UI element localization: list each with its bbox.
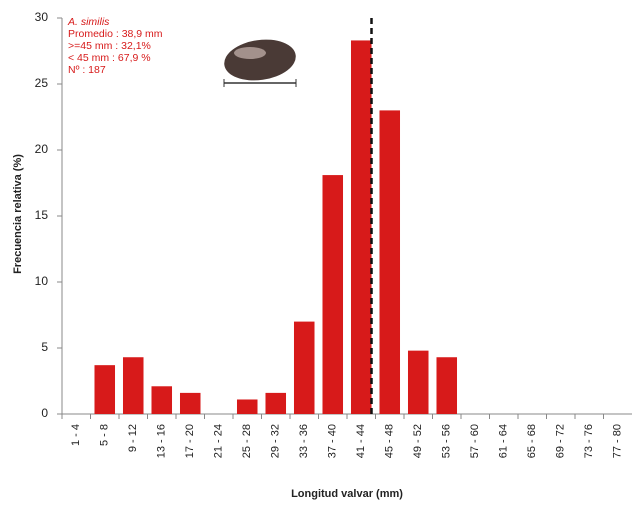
annotation: Promedio : 38,9 mm	[68, 28, 163, 40]
annotation: >=45 mm : 32,1%	[68, 40, 151, 52]
y-tick-label: 30	[35, 10, 49, 24]
x-tick-label: 69 - 72	[555, 424, 567, 458]
y-tick-label: 5	[41, 340, 48, 354]
x-tick-label: 41 - 44	[355, 424, 367, 458]
bar	[237, 399, 258, 414]
bar	[379, 110, 400, 414]
bar	[436, 357, 457, 414]
bar	[351, 40, 372, 414]
x-tick-label: 13 - 16	[156, 424, 168, 458]
x-tick-label: 65 - 68	[526, 424, 538, 458]
bar	[123, 357, 144, 414]
x-tick-label: 53 - 56	[441, 424, 453, 458]
annotation: Nº : 187	[68, 64, 106, 76]
x-tick-label: 1 - 4	[70, 424, 82, 446]
x-tick-label: 9 - 12	[127, 424, 139, 452]
y-tick-label: 25	[35, 76, 49, 90]
y-tick-label: 10	[35, 274, 49, 288]
bar	[322, 175, 343, 414]
page: Frecuencia relativa (%) Longitud valvar …	[0, 0, 640, 512]
y-tick-label: 15	[35, 208, 49, 222]
x-tick-label: 21 - 24	[213, 424, 225, 458]
x-tick-label: 61 - 64	[498, 424, 510, 458]
x-tick-label: 25 - 28	[241, 424, 253, 458]
x-tick-label: 77 - 80	[612, 424, 624, 458]
annotation: < 45 mm : 67,9 %	[68, 52, 151, 64]
x-tick-label: 57 - 60	[469, 424, 481, 458]
bar	[408, 351, 429, 414]
bar	[151, 386, 172, 414]
x-tick-label: 73 - 76	[583, 424, 595, 458]
x-tick-label: 29 - 32	[270, 424, 282, 458]
x-axis-title: Longitud valvar (mm)	[291, 488, 403, 500]
x-tick-label: 37 - 40	[327, 424, 339, 458]
chart: Frecuencia relativa (%) Longitud valvar …	[0, 0, 640, 512]
bar	[94, 365, 115, 414]
bar	[180, 393, 201, 414]
shell-icon	[222, 35, 299, 87]
y-axis-title: Frecuencia relativa (%)	[12, 154, 24, 274]
y-tick-label: 20	[35, 142, 49, 156]
bar	[294, 322, 315, 414]
bar	[265, 393, 286, 414]
annotation: A. similis	[67, 16, 110, 28]
x-tick-label: 33 - 36	[298, 424, 310, 458]
y-tick-label: 0	[41, 406, 48, 420]
x-tick-label: 17 - 20	[184, 424, 196, 458]
x-tick-label: 45 - 48	[384, 424, 396, 458]
x-tick-label: 49 - 52	[412, 424, 424, 458]
x-tick-label: 5 - 8	[99, 424, 111, 446]
